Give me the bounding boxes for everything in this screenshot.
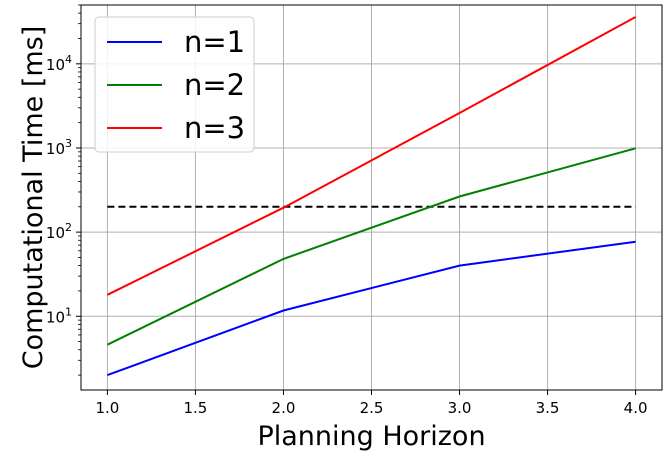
legend-label-n=2: n=2 [184,68,245,102]
x-tick-label: 3.0 [448,399,472,417]
series-line-n=1 [107,240,636,377]
series-lines [106,16,637,377]
series-line-n=2 [106,147,636,346]
y-axis-label: Computational Time [ms] [18,26,49,370]
x-tick-label: 1.5 [184,399,208,417]
x-axis-ticks: 1.0 1.5 2.0 2.5 3.0 3.5 4.0 [95,390,648,417]
x-axis-label: Planning Horizon [257,421,485,452]
legend-box [94,16,255,153]
y-tick-label: 102 [46,221,72,242]
x-tick-label: 3.5 [536,399,560,417]
legend-label-n=1: n=1 [184,25,245,59]
y-tick-label: 103 [46,137,72,158]
x-tick-label: 1.0 [95,399,119,417]
series-line-n=3 [106,16,637,296]
x-tick-label: 2.5 [360,399,384,417]
legend: n=1 n=2 n=3 [94,16,255,153]
x-tick-label: 2.0 [272,399,296,417]
x-tick-label: 4.0 [624,399,648,417]
y-tick-label: 104 [46,53,72,74]
y-axis-ticks: 101 102 103 104 [46,4,81,376]
legend-label-n=3: n=3 [184,111,245,145]
y-tick-label: 101 [46,305,72,326]
